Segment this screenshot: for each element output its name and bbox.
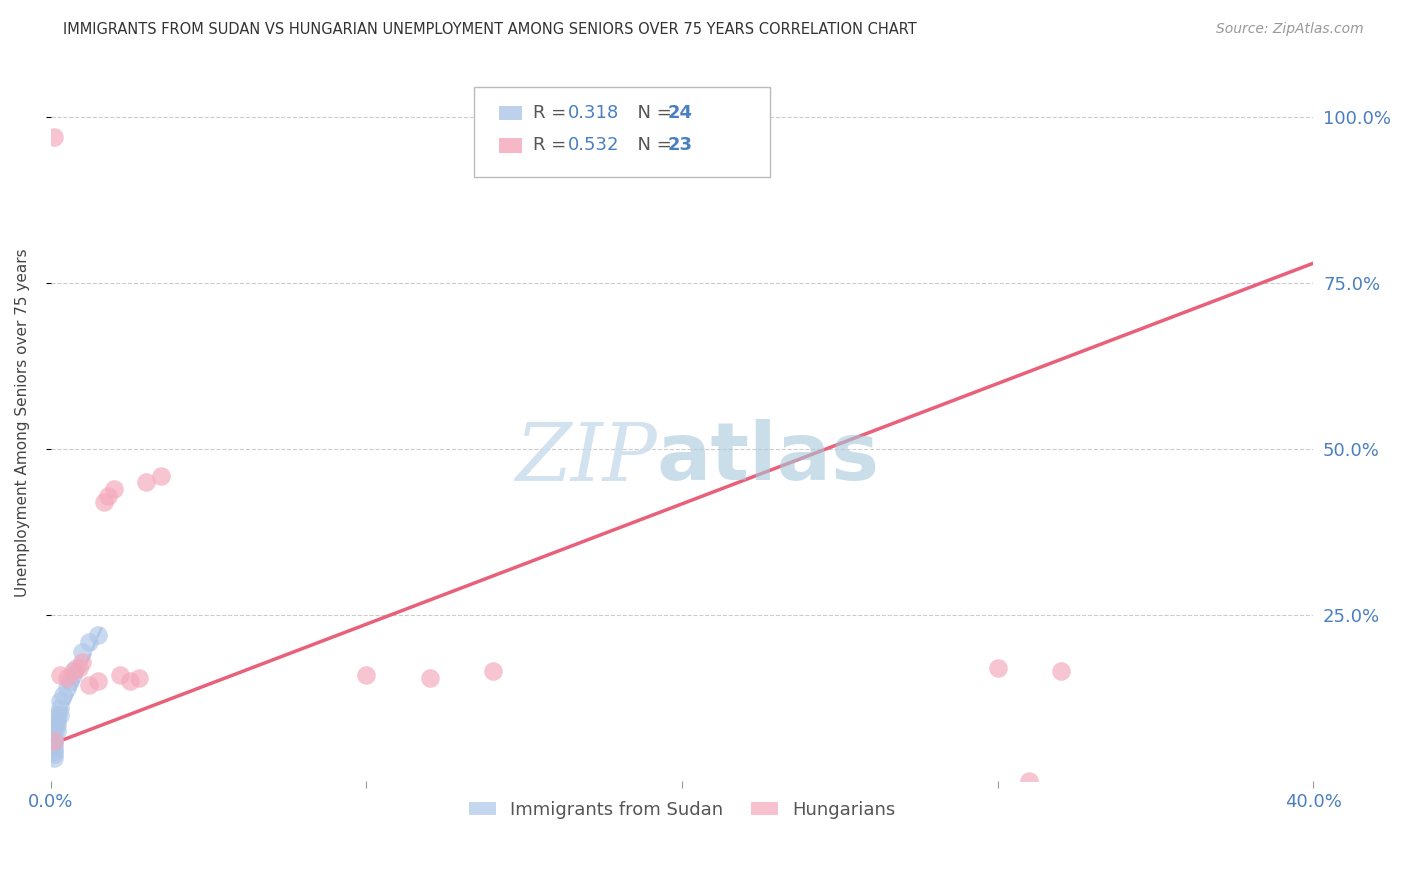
Point	[49, 667, 72, 681]
Point	[67, 661, 90, 675]
Point	[72, 644, 94, 658]
Point	[150, 468, 173, 483]
Point	[77, 634, 100, 648]
Legend: Immigrants from Sudan, Hungarians: Immigrants from Sudan, Hungarians	[461, 793, 903, 826]
Point	[134, 475, 156, 490]
Y-axis label: Unemployment Among Seniors over 75 years: Unemployment Among Seniors over 75 years	[15, 248, 30, 597]
Point	[118, 674, 141, 689]
Point	[65, 661, 87, 675]
Text: Source: ZipAtlas.com: Source: ZipAtlas.com	[1216, 22, 1364, 37]
Text: 0.318: 0.318	[568, 104, 619, 122]
Point	[97, 489, 120, 503]
Point	[1049, 665, 1071, 679]
Point	[46, 717, 69, 731]
Point	[42, 738, 65, 752]
Text: ZIP: ZIP	[515, 419, 657, 497]
Point	[42, 751, 65, 765]
Point	[46, 714, 69, 729]
Point	[55, 671, 77, 685]
Point	[49, 701, 72, 715]
Point	[55, 681, 77, 695]
Point	[52, 688, 75, 702]
Point	[1018, 774, 1040, 789]
Point	[128, 671, 150, 685]
Point	[42, 727, 65, 741]
Point	[62, 667, 84, 681]
Point	[87, 674, 110, 689]
Point	[356, 667, 378, 681]
Text: 24: 24	[668, 104, 693, 122]
Point	[46, 711, 69, 725]
Point	[49, 707, 72, 722]
Point	[481, 665, 503, 679]
Point	[46, 724, 69, 739]
Point	[72, 655, 94, 669]
Point	[42, 747, 65, 762]
Point	[42, 744, 65, 758]
Point	[77, 678, 100, 692]
Text: 0.532: 0.532	[568, 136, 620, 154]
Point	[42, 740, 65, 755]
Point	[103, 482, 125, 496]
Point	[419, 671, 441, 685]
Point	[42, 734, 65, 748]
Text: R =: R =	[533, 136, 572, 154]
Text: N =: N =	[626, 136, 678, 154]
Point	[987, 661, 1010, 675]
Point	[59, 674, 82, 689]
Point	[62, 665, 84, 679]
Text: R =: R =	[533, 104, 572, 122]
Point	[42, 130, 65, 145]
Text: N =: N =	[626, 104, 678, 122]
Point	[42, 721, 65, 735]
Point	[87, 628, 110, 642]
Text: atlas: atlas	[657, 419, 880, 498]
Point	[42, 734, 65, 748]
Point	[46, 707, 69, 722]
Point	[93, 495, 115, 509]
Text: 23: 23	[668, 136, 693, 154]
Point	[110, 667, 132, 681]
Text: IMMIGRANTS FROM SUDAN VS HUNGARIAN UNEMPLOYMENT AMONG SENIORS OVER 75 YEARS CORR: IMMIGRANTS FROM SUDAN VS HUNGARIAN UNEMP…	[63, 22, 917, 37]
Point	[49, 694, 72, 708]
